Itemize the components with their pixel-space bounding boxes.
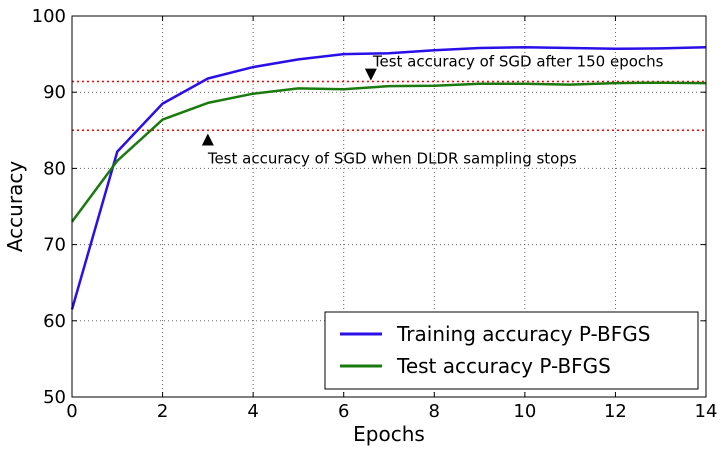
- x-tick-label: 2: [157, 401, 168, 422]
- legend-label: Test accuracy P-BFGS: [396, 354, 611, 378]
- up-arrow-marker: [201, 133, 214, 146]
- annotations: Test accuracy of SGD after 150 epochs Tes…: [201, 53, 664, 167]
- x-tick-label: 10: [513, 401, 536, 422]
- plot-frame: [71, 15, 707, 398]
- x-tick-label: 6: [338, 401, 349, 422]
- y-tick-label: 50: [43, 387, 66, 408]
- y-tick-label: 80: [43, 158, 66, 179]
- axis-ticks: 0 2 4 6 8 10 12 14 50 60 70 80 90 100: [32, 6, 718, 422]
- x-axis-label: Epochs: [353, 422, 425, 446]
- x-tick-label: 0: [66, 401, 77, 422]
- x-tick-label: 8: [429, 401, 440, 422]
- x-tick-label: 12: [604, 401, 627, 422]
- legend-label: Training accuracy P-BFGS: [396, 322, 650, 346]
- legend: Training accuracy P-BFGS Test accuracy P-…: [324, 311, 699, 390]
- y-tick-label: 90: [43, 82, 66, 103]
- reference-lines: [72, 80, 706, 132]
- annotation-text: Test accuracy of SGD after 150 epochs: [372, 53, 664, 71]
- x-tick-label: 14: [695, 401, 718, 422]
- y-axis-label: Accuracy: [3, 161, 27, 252]
- annotation-text: Test accuracy of SGD when DLDR sampling …: [207, 149, 577, 167]
- legend-box: [324, 311, 699, 390]
- down-arrow-marker: [364, 68, 377, 81]
- series-line: [70, 45, 707, 310]
- y-tick-label: 70: [43, 235, 66, 256]
- series-line: [70, 81, 707, 223]
- y-tick-label: 60: [43, 311, 66, 332]
- series-lines: [70, 45, 707, 310]
- y-tick-label: 100: [32, 6, 66, 27]
- x-tick-label: 4: [247, 401, 258, 422]
